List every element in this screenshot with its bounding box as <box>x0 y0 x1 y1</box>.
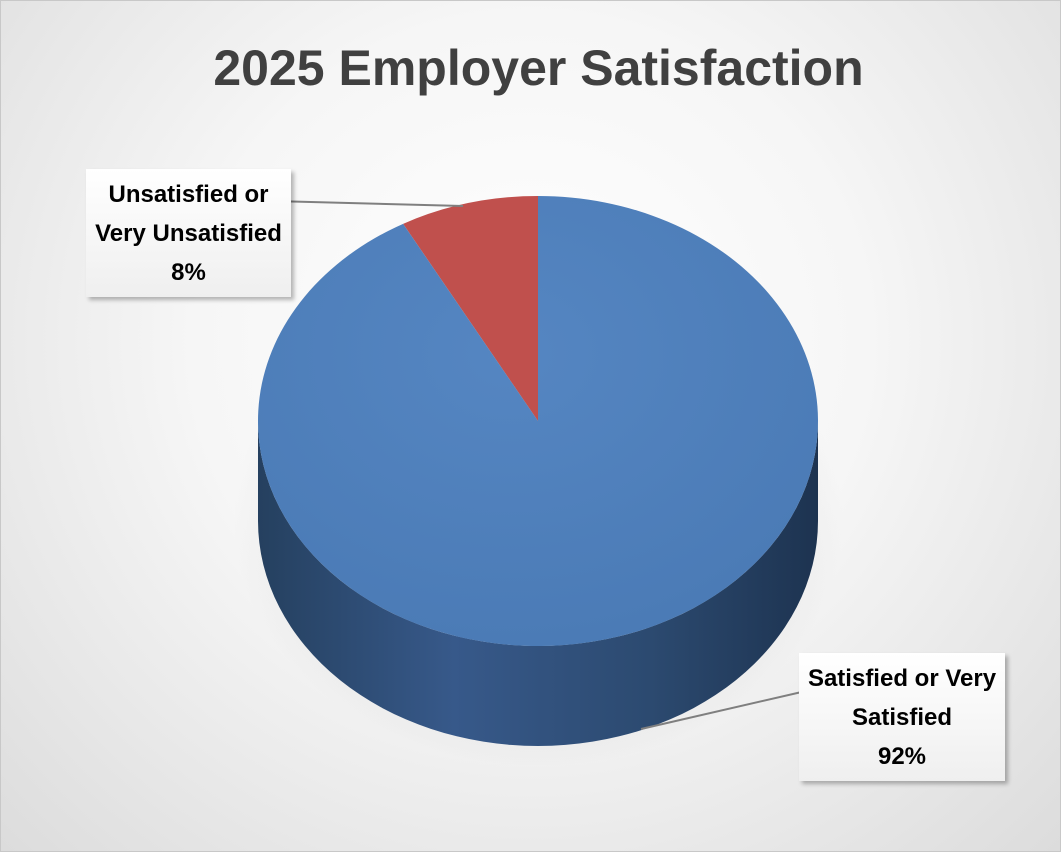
label-value: 92% <box>877 743 927 770</box>
pie-side-band <box>258 421 818 746</box>
leader-line-satisfied <box>640 690 807 730</box>
data-label-unsatisfied: Unsatisfied or Very Unsatisfied 8% <box>86 169 291 297</box>
pie-slice-satisfied <box>258 196 818 647</box>
label-name-line1: Unsatisfied or <box>108 181 269 208</box>
pie-top-face <box>258 196 818 647</box>
chart-title: 2025 Employer Satisfaction <box>213 40 864 96</box>
leader-line-unsatisfied <box>272 200 464 207</box>
pie-side-satisfied <box>258 421 818 746</box>
data-label-satisfied: Satisfied or Very Satisfied 92% <box>799 653 1005 781</box>
pie-slice-unsatisfied <box>403 196 538 421</box>
label-name-line2: Very Unsatisfied <box>95 220 282 247</box>
label-name-line2: Satisfied <box>851 704 953 731</box>
label-name-line1: Satisfied or Very <box>807 665 997 692</box>
label-value: 8% <box>171 259 206 286</box>
